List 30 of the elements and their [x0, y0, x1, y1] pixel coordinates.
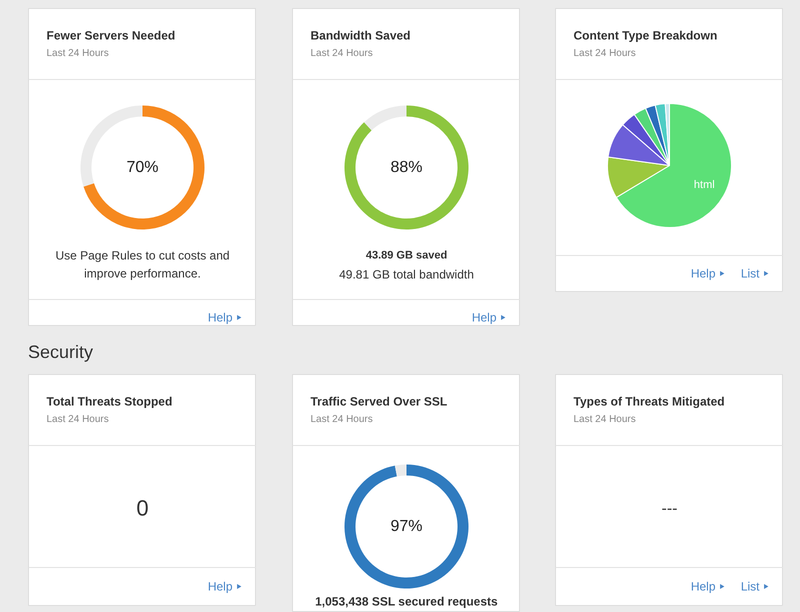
- text: Types of Threats Mitigated: [574, 394, 725, 408]
- chart-subtitle: Last 24 Hours: [310, 414, 373, 425]
- text: Use Page Rules to cut costs and improve performance.: [55, 248, 230, 280]
- data-label: 70%: [126, 159, 159, 176]
- chart-title: Content Type Breakdown: [574, 28, 718, 42]
- chart-subtitle: Last 24 Hours: [310, 48, 373, 59]
- text: Help: [690, 580, 716, 594]
- text: Help: [208, 310, 233, 324]
- text: ---: [662, 500, 678, 518]
- text: 49.81 GB total bandwidth: [339, 268, 474, 282]
- text: Help: [208, 580, 233, 594]
- chart-title: Traffic Served Over SSL: [310, 394, 448, 408]
- chart-subtitle: Last 24 Hours: [574, 48, 636, 59]
- chart-title: Fewer Servers Needed: [46, 28, 176, 42]
- text: 43.89 GB saved: [366, 250, 448, 262]
- text: 1,053,438 SSL secured requests: [315, 594, 498, 608]
- data-label: 97%: [390, 518, 423, 535]
- text: Total Threats Stopped: [46, 394, 172, 408]
- chart-subtitle: Last 24 Hours: [46, 48, 109, 59]
- slice-label: html: [694, 179, 715, 192]
- text: Help: [472, 310, 497, 324]
- chart-title: Bandwidth Saved: [310, 28, 411, 42]
- text: List: [740, 266, 760, 280]
- text: Security: [28, 341, 94, 364]
- text: Last 24 Hours: [574, 414, 636, 425]
- text: Last 24 Hours: [46, 414, 109, 425]
- text: Help: [690, 266, 716, 280]
- text: 0: [136, 496, 149, 520]
- text: List: [740, 580, 760, 594]
- data-label: 88%: [390, 159, 423, 176]
